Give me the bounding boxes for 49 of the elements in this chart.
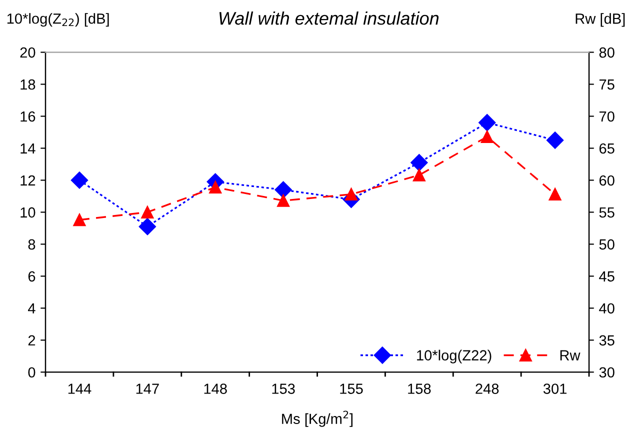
chart-title: Wall with extemal insulation <box>219 12 439 25</box>
point <box>138 218 156 236</box>
y-axis-title: 10*log(Z$_{22}$) [dB] <box>7 13 109 27</box>
x-axis-title: Ms [Kg/m$^{2}$] <box>282 410 353 427</box>
y-tick-label: 0 <box>28 367 36 378</box>
y2-tick-label: 45 <box>599 271 614 282</box>
x-tick-label: 158 <box>408 384 431 394</box>
point <box>209 181 222 194</box>
y2-tick-label: 70 <box>599 111 614 122</box>
legend-label: Rw <box>560 350 580 360</box>
point <box>546 132 564 149</box>
x-tick-label: 301 <box>543 384 567 394</box>
point <box>480 130 494 143</box>
y2-tick-label: 40 <box>599 303 614 314</box>
y-tick-label: 12 <box>20 175 36 186</box>
y2-tick-label: 60 <box>599 175 614 186</box>
point <box>277 194 290 207</box>
y2-tick-label: 75 <box>599 80 614 90</box>
y2-tick-label: 30 <box>599 367 614 378</box>
x-tick-label: 153 <box>272 384 295 394</box>
point <box>410 154 428 172</box>
x-tick-label: 148 <box>204 384 227 394</box>
point <box>412 168 426 182</box>
legend-label: 10*log(Z22) <box>417 350 492 364</box>
point <box>73 214 86 226</box>
y-tick-label: 18 <box>20 79 36 90</box>
y-tick-label: 8 <box>28 239 36 250</box>
point <box>478 114 496 132</box>
y2-tick-label: 35 <box>599 335 614 346</box>
y-tick-label: 14 <box>20 143 36 154</box>
x-tick-label: 144 <box>68 384 92 394</box>
y-tick-label: 10 <box>20 207 36 218</box>
y2-tick-label: 80 <box>599 47 614 58</box>
point <box>274 181 292 198</box>
y-tick-label: 6 <box>28 271 36 282</box>
y2-tick-label: 65 <box>599 143 614 154</box>
y-tick-label: 16 <box>20 111 36 122</box>
point <box>548 188 562 201</box>
y2-tick-label: 50 <box>599 239 614 250</box>
y2-tick-label: 55 <box>599 207 614 218</box>
y-tick-label: 4 <box>28 303 36 314</box>
x-tick-label: 147 <box>136 384 159 394</box>
point <box>70 172 88 189</box>
x-tick-label: 155 <box>340 384 363 394</box>
point <box>141 206 154 218</box>
y-tick-label: 20 <box>20 47 36 58</box>
y2-axis-title: Rw [dB] <box>576 13 625 27</box>
x-tick-label: 248 <box>476 384 499 394</box>
y-tick-label: 2 <box>28 335 36 346</box>
